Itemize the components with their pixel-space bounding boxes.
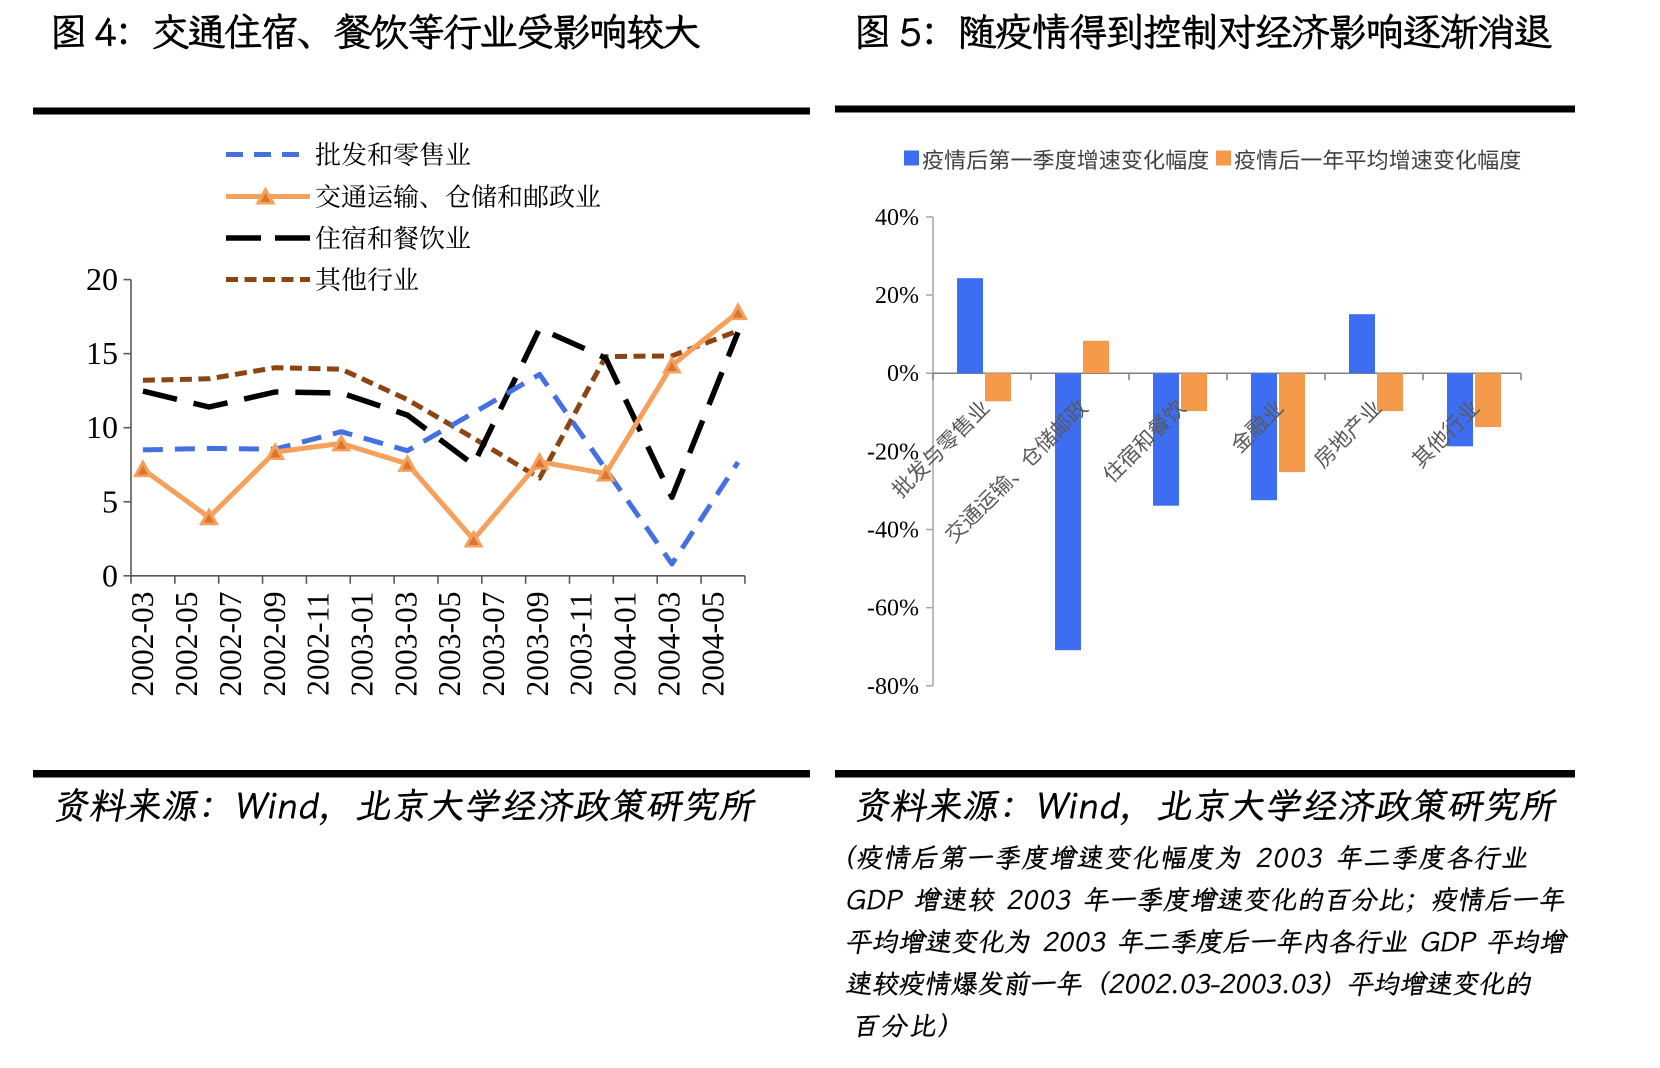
svg-text:2004-05: 2004-05 [695, 592, 730, 697]
svg-text:2002-05: 2002-05 [169, 592, 204, 697]
svg-text:2003-01: 2003-01 [344, 592, 379, 697]
svg-text:-20%: -20% [867, 439, 919, 465]
svg-text:-80%: -80% [867, 674, 919, 700]
svg-text:2002-07: 2002-07 [213, 592, 248, 697]
svg-text:2003-09: 2003-09 [520, 592, 555, 697]
svg-text:40%: 40% [875, 205, 919, 231]
svg-text:2004-03: 2004-03 [651, 592, 686, 697]
svg-text:10: 10 [86, 409, 118, 445]
svg-text:2002-03: 2002-03 [125, 592, 160, 697]
svg-text:20%: 20% [875, 283, 919, 309]
svg-text:-60%: -60% [867, 596, 919, 622]
svg-text:2003-11: 2003-11 [564, 592, 599, 696]
svg-text:20: 20 [86, 261, 118, 297]
svg-text:2003-07: 2003-07 [476, 592, 511, 697]
svg-text:0%: 0% [887, 361, 919, 387]
svg-text:2003-03: 2003-03 [388, 592, 423, 697]
svg-text:15: 15 [86, 335, 118, 371]
svg-text:-40%: -40% [867, 518, 919, 544]
svg-text:0: 0 [102, 557, 118, 593]
svg-text:2003-05: 2003-05 [432, 592, 467, 697]
svg-text:2002-11: 2002-11 [301, 592, 336, 696]
svg-text:2004-01: 2004-01 [608, 592, 643, 697]
svg-text:5: 5 [102, 483, 118, 519]
svg-text:2002-09: 2002-09 [257, 592, 292, 697]
